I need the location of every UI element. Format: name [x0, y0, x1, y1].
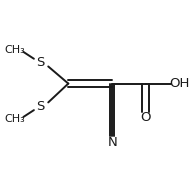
- Text: O: O: [140, 111, 151, 124]
- Text: S: S: [36, 100, 45, 113]
- Text: CH₃: CH₃: [4, 114, 25, 124]
- Text: CH₃: CH₃: [4, 45, 25, 55]
- Text: N: N: [107, 136, 117, 149]
- Text: OH: OH: [169, 77, 189, 90]
- Text: S: S: [36, 56, 45, 69]
